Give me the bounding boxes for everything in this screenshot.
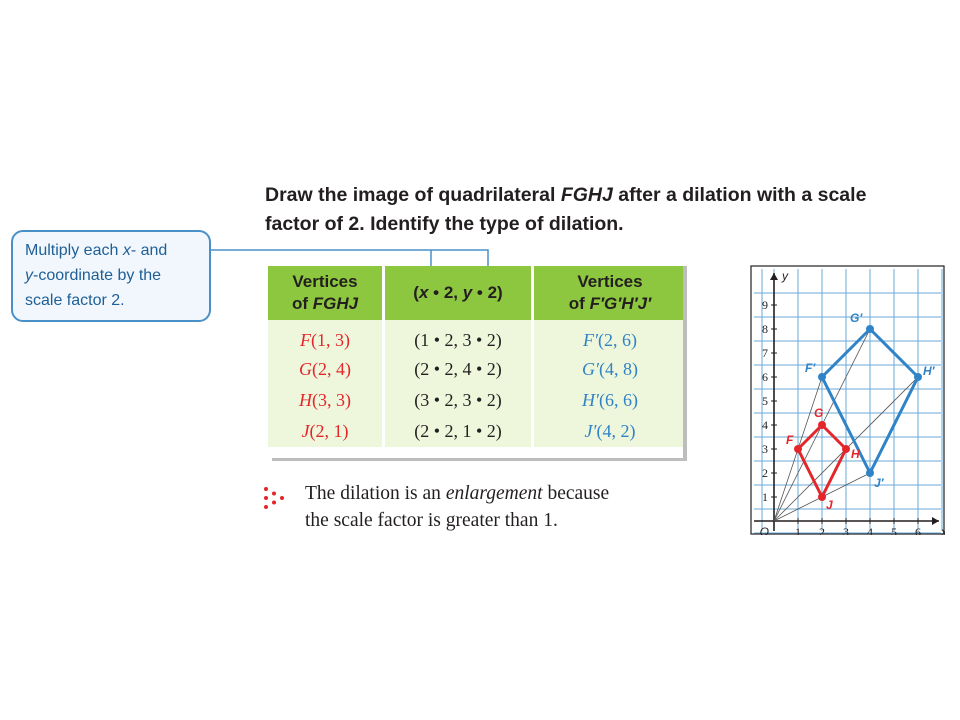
x-tick-label: 6	[915, 525, 921, 535]
table-header-row: Vertices of FGHJ (x • 2, y • 2) Vertices o…	[268, 266, 686, 320]
y-axis-label: y	[781, 269, 789, 283]
vertices-table: Vertices of FGHJ (x • 2, y • 2) Vertices o…	[268, 266, 686, 447]
image-vertex: F′(2, 6)	[583, 329, 637, 350]
coordinate-graph: 1 2 3 4 5 6 1 2 3 4 5 6 7 8 9 Ox y F′ G′ H′ J′ F G H J	[750, 265, 945, 535]
original-vertex: J(2, 1)	[268, 416, 385, 447]
y-tick-label: 6	[762, 370, 768, 384]
y-tick-label: 9	[762, 298, 768, 312]
y-tick-label: 8	[762, 322, 768, 336]
x-axis-arrow	[932, 517, 939, 525]
original-vertex: H(3, 3)	[268, 385, 385, 416]
header-original-vertices: Vertices of FGHJ	[268, 266, 385, 320]
calculation: (2 • 2, 1 • 2)	[385, 416, 534, 447]
problem-line2: factor of 2. Identify the type of dilati…	[265, 213, 624, 235]
problem-statement: Draw the image of quadrilateral FGHJ aft…	[265, 181, 945, 239]
x-tick-label: 2	[819, 525, 825, 535]
y-axis-arrow	[770, 273, 778, 280]
callout-x-var: x	[122, 242, 131, 259]
header-image-vertices: Vertices of F′G′H′J′	[534, 266, 686, 320]
original-vertex: F(1, 3)	[268, 320, 385, 354]
conclusion-term: enlargement	[445, 483, 543, 504]
problem-line1-post: after a dilation with a scale	[612, 184, 867, 206]
image-vertex-label: J′	[874, 476, 885, 490]
image-vertex: H′(6, 6)	[582, 390, 638, 410]
y-tick-label: 3	[762, 442, 768, 456]
calculation: (1 • 2, 3 • 2)	[385, 320, 534, 354]
original-vertex-label: H	[851, 447, 860, 461]
table-row: J(2, 1) (2 • 2, 1 • 2) J′(4, 2)	[268, 416, 686, 447]
table-row: F(1, 3) (1 • 2, 3 • 2) F′(2, 6)	[268, 320, 686, 354]
original-vertex: G(2, 4)	[268, 354, 385, 385]
table-shadow-bottom	[272, 458, 687, 461]
x-tick-label: 5	[891, 525, 897, 535]
original-vertex-label: J	[826, 498, 833, 512]
x-axis-label: x	[940, 525, 945, 535]
calculation: (3 • 2, 3 • 2)	[385, 385, 534, 416]
problem-figure-name: FGHJ	[560, 184, 613, 206]
problem-line1-pre: Draw the image of quadrilateral	[265, 184, 561, 206]
table-shadow	[683, 266, 687, 458]
image-vertex-point	[866, 469, 874, 477]
callout-y-var: y	[25, 267, 33, 284]
callout-line1-post: - and	[130, 242, 168, 259]
graph-frame	[750, 265, 945, 535]
x-tick-label: 4	[867, 525, 873, 535]
conclusion-dots-icon	[264, 487, 284, 509]
x-tick-label: 3	[843, 525, 849, 535]
header-rule: (x • 2, y • 2)	[385, 266, 534, 320]
callout-line1-pre: Multiply each	[25, 242, 123, 259]
y-tick-label: 2	[762, 466, 768, 480]
image-vertex-label: H′	[923, 364, 936, 378]
original-vertex-point	[818, 421, 826, 429]
image-vertex: G′(4, 8)	[582, 359, 638, 379]
image-vertex-point	[818, 373, 826, 381]
original-vertex-point	[794, 445, 802, 453]
image-vertex: J′(4, 2)	[584, 421, 636, 441]
image-vertex-point	[866, 325, 874, 333]
y-tick-label: 4	[762, 418, 768, 432]
original-vertex-point	[818, 493, 826, 501]
table-row: G(2, 4) (2 • 2, 4 • 2) G′(4, 8)	[268, 354, 686, 385]
calculation: (2 • 2, 4 • 2)	[385, 354, 534, 385]
image-vertex-label: G′	[850, 311, 863, 325]
conclusion-text: The dilation is an enlargement because th…	[305, 483, 610, 531]
x-tick-label: 1	[795, 525, 801, 535]
y-tick-label: 5	[762, 394, 768, 408]
hint-callout: Multiply each x- and y-coordinate by the…	[11, 230, 211, 322]
image-vertex-point	[914, 373, 922, 381]
original-vertex-label: F	[786, 433, 794, 447]
original-vertex-point	[842, 445, 850, 453]
original-vertex-label: G	[814, 406, 823, 420]
callout-line2-post: -coordinate by the	[33, 267, 162, 284]
origin-label: O	[760, 525, 769, 535]
callout-line3: scale factor 2.	[25, 292, 125, 309]
y-tick-label: 1	[762, 490, 768, 504]
y-tick-label: 7	[762, 346, 768, 360]
image-vertex-label: F′	[805, 361, 816, 375]
table-row: H(3, 3) (3 • 2, 3 • 2) H′(6, 6)	[268, 385, 686, 416]
